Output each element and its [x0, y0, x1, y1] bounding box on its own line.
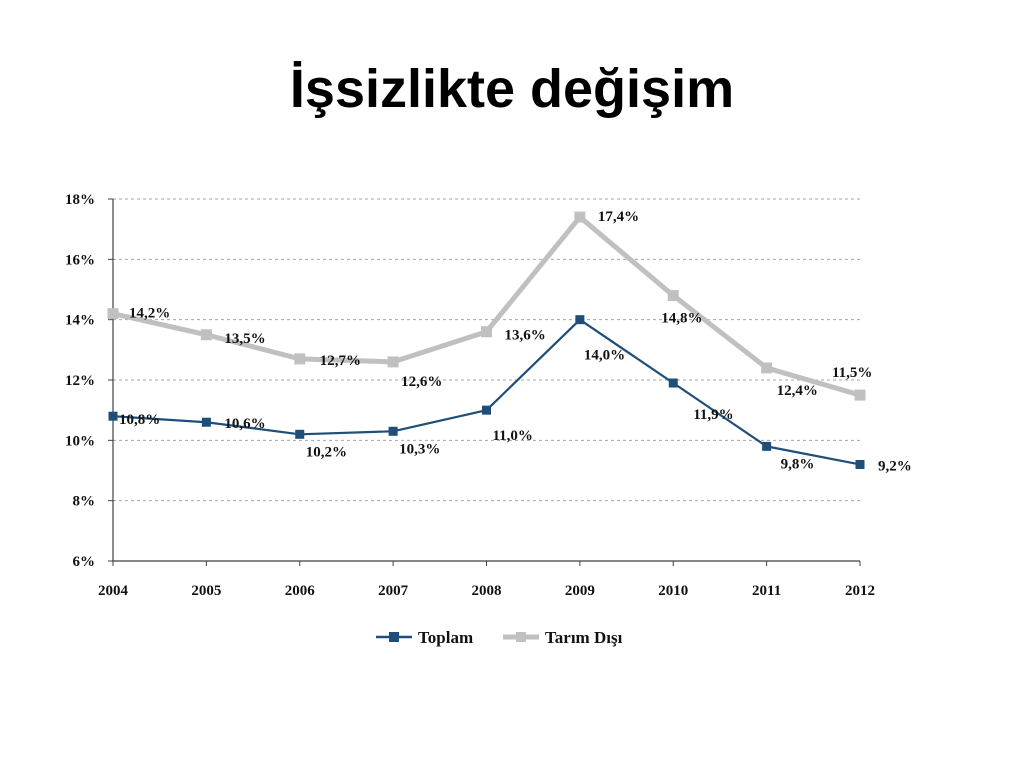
data-point-tarim-disi: [387, 356, 399, 368]
data-label: 9,2%: [878, 458, 912, 474]
data-label: 11,9%: [693, 407, 733, 423]
grid-lines: [113, 198, 860, 502]
data-point-tarim-disi: [200, 329, 212, 341]
x-tick-label: 2011: [752, 583, 781, 599]
data-label: 10,6%: [224, 416, 265, 432]
y-tick-label: 10%: [65, 433, 95, 449]
data-point-toplam: [668, 378, 678, 388]
legend-swatch-marker: [389, 632, 399, 642]
data-point-toplam: [762, 441, 772, 451]
data-label: 13,6%: [505, 328, 546, 344]
data-label: 13,5%: [224, 331, 265, 347]
data-labels: 14,2% 13,5% 12,7% 12,6% 13,6% 17,4% 14,8% 12,4%…: [119, 209, 912, 474]
data-point-tarim-disi: [481, 326, 492, 338]
y-tick-label: 18%: [65, 192, 95, 208]
data-label: 11,5%: [832, 365, 872, 381]
data-point-tarim-disi: [761, 362, 773, 374]
series-lines: [107, 211, 866, 469]
data-point-toplam: [482, 405, 491, 415]
data-label: 12,6%: [401, 374, 442, 390]
legend-swatch-marker: [516, 632, 526, 642]
y-tick-label: 12%: [65, 373, 95, 389]
data-point-toplam: [855, 459, 865, 469]
data-point-tarim-disi: [854, 389, 866, 401]
x-tick-label: 2006: [285, 583, 316, 599]
x-tick-label: 2004: [98, 583, 129, 599]
data-point-tarim-disi: [667, 290, 679, 302]
data-point-toplam: [575, 315, 585, 325]
data-label: 14,2%: [129, 306, 170, 322]
data-label: 10,2%: [306, 444, 347, 460]
data-label: 14,8%: [661, 311, 702, 327]
data-label: 12,7%: [320, 353, 361, 369]
data-point-tarim-disi: [107, 308, 119, 320]
y-tick-label: 14%: [65, 313, 95, 329]
legend-label: Tarım Dışı: [545, 628, 623, 647]
data-point-tarim-disi: [574, 211, 586, 223]
x-tick-label: 2012: [845, 583, 875, 599]
series-line-tarim-disi: [112, 214, 861, 398]
data-label: 9,8%: [781, 456, 815, 472]
x-tick-label: 2010: [658, 583, 688, 599]
legend-label: Toplam: [418, 628, 473, 647]
x-tick-label: 2005: [191, 583, 221, 599]
data-label: 14,0%: [584, 348, 625, 364]
y-tick-label: 6%: [73, 554, 96, 570]
x-tick-label: 2008: [472, 583, 502, 599]
data-point-toplam: [108, 411, 118, 421]
data-label: 11,0%: [493, 428, 533, 444]
data-point-toplam: [388, 426, 398, 436]
data-point-tarim-disi: [294, 353, 306, 365]
x-tick-label: 2007: [378, 583, 409, 599]
data-point-toplam: [295, 429, 305, 439]
data-label: 10,3%: [399, 441, 440, 457]
data-point-toplam: [201, 417, 211, 427]
y-tick-label: 8%: [73, 494, 96, 510]
x-tick-label: 2009: [565, 583, 595, 599]
legend: Toplam Tarım Dışı: [376, 628, 623, 647]
data-label: 10,8%: [119, 412, 160, 428]
data-label: 17,4%: [598, 209, 639, 225]
axes: 6% 8% 10% 12% 14% 16% 18% 2004 2005 2006 2007 2008 2…: [65, 192, 875, 599]
y-tick-label: 16%: [65, 252, 95, 268]
slide-title: İşsizlikte değişim: [289, 59, 735, 119]
data-label: 12,4%: [777, 383, 818, 399]
